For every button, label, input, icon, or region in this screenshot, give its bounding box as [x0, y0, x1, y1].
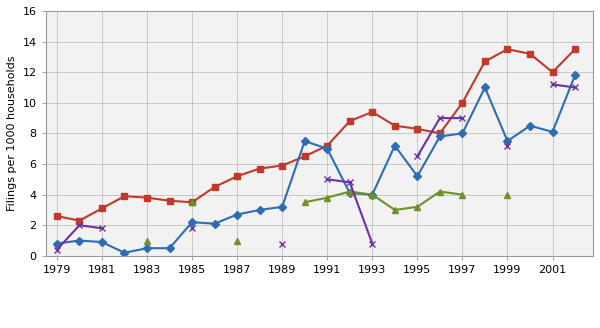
- US: [301, 154, 308, 158]
- NLSY: [211, 222, 218, 226]
- US: [414, 127, 421, 131]
- US: [459, 101, 466, 105]
- US: [211, 185, 218, 189]
- NLSY: [323, 147, 331, 151]
- NLSY: [526, 124, 533, 128]
- US: [98, 206, 106, 210]
- US: [346, 119, 353, 123]
- NLSY: [346, 191, 353, 195]
- NLSY: [391, 144, 398, 148]
- NLSY: [53, 242, 61, 246]
- NLSY: [98, 240, 106, 244]
- NLSY: [301, 139, 308, 143]
- Y-axis label: Filings per 1000 households: Filings per 1000 households: [7, 56, 17, 211]
- NLSY: [571, 73, 578, 77]
- SCF: [53, 248, 61, 252]
- NLSY: [233, 213, 241, 216]
- US: [166, 199, 173, 203]
- NLSY: [143, 246, 151, 250]
- Line: NLSY: NLSY: [54, 72, 578, 256]
- SCF: [76, 223, 83, 227]
- US: [121, 194, 128, 198]
- US: [571, 47, 578, 51]
- US: [233, 174, 241, 178]
- US: [256, 167, 263, 171]
- NLSY: [166, 246, 173, 250]
- NLSY: [256, 208, 263, 212]
- US: [549, 70, 556, 74]
- US: [481, 59, 488, 63]
- NLSY: [188, 220, 196, 224]
- NLSY: [76, 238, 83, 242]
- US: [504, 47, 511, 51]
- US: [76, 219, 83, 223]
- NLSY: [436, 134, 443, 138]
- Line: US: US: [53, 46, 578, 224]
- US: [391, 124, 398, 128]
- SCF: [98, 226, 106, 230]
- NLSY: [504, 139, 511, 143]
- NLSY: [459, 132, 466, 135]
- US: [143, 196, 151, 200]
- NLSY: [481, 86, 488, 90]
- US: [526, 52, 533, 56]
- US: [278, 164, 286, 168]
- US: [436, 132, 443, 135]
- NLSY: [121, 251, 128, 255]
- US: [53, 214, 61, 218]
- US: [368, 110, 376, 114]
- NLSY: [368, 193, 376, 196]
- Line: SCF: SCF: [53, 222, 106, 253]
- US: [323, 144, 331, 148]
- NLSY: [549, 130, 556, 134]
- NLSY: [278, 205, 286, 209]
- NLSY: [414, 174, 421, 178]
- US: [188, 200, 196, 204]
